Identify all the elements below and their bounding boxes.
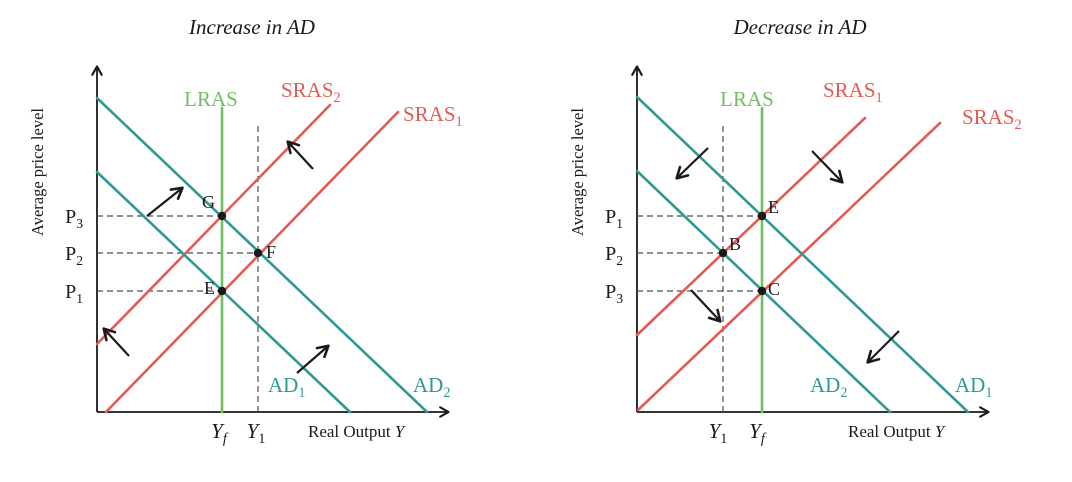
ad1-line — [635, 95, 970, 414]
point-E-label: E — [768, 197, 779, 217]
point-C-label: C — [768, 279, 780, 299]
point-G — [217, 211, 227, 221]
ad2-label: AD2 — [413, 373, 450, 401]
p3-axis-label: P3 — [65, 206, 83, 231]
point-G-label: G — [202, 192, 215, 212]
sras1-line — [635, 116, 867, 337]
sras2-label: SRAS2 — [281, 78, 341, 106]
yf-tick-label: Yf — [749, 419, 767, 447]
point-C — [757, 286, 767, 296]
ad-shift-arrow-upper — [146, 186, 184, 217]
panel-increase-in-ad: Increase in AD Average price level LRAS SRA… — [28, 15, 463, 447]
point-F — [253, 248, 263, 258]
ad-shift-arrow-lower — [296, 344, 330, 374]
sras-shift-arrow-lower — [102, 327, 130, 357]
ad1-label: AD1 — [268, 373, 305, 401]
y-axis-title: Average price level — [568, 108, 587, 236]
point-B-label: B — [729, 234, 741, 254]
p1-axis-label: P1 — [605, 206, 623, 231]
y1-tick-label: Y1 — [709, 419, 728, 447]
p2-axis-label: P2 — [605, 243, 623, 268]
x-axis-title: Real Output Y — [308, 422, 406, 441]
sras1-label: SRAS1 — [823, 78, 883, 106]
x-axis-title: Real Output Y — [848, 422, 946, 441]
point-E — [757, 211, 767, 221]
y1-tick-label: Y1 — [247, 419, 266, 447]
panel-decrease-in-ad: Decrease in AD Average price level LRAS SRA… — [568, 15, 1022, 447]
ad-shift-arrow-upper — [675, 147, 709, 180]
lras-label: LRAS — [184, 87, 238, 111]
sras-shift-arrow-upper — [286, 140, 314, 170]
sras1-label: SRAS1 — [403, 102, 463, 130]
sras2-label: SRAS2 — [962, 105, 1022, 133]
sras2-line — [95, 103, 332, 346]
ad1-label: AD1 — [955, 373, 992, 401]
p3-axis-label: P3 — [605, 281, 623, 306]
ad-shift-arrow-lower — [866, 330, 900, 364]
p2-axis-label: P2 — [65, 243, 83, 268]
sras1-line — [104, 110, 400, 414]
point-E-label: E — [204, 278, 215, 298]
ad2-line — [95, 96, 429, 414]
y-axis-title: Average price level — [28, 108, 47, 236]
yf-tick-label: Yf — [211, 419, 229, 447]
p1-axis-label: P1 — [65, 281, 83, 306]
point-B — [718, 248, 728, 258]
ad2-label: AD2 — [810, 373, 847, 401]
lras-label: LRAS — [720, 87, 774, 111]
point-E — [217, 286, 227, 296]
sras-shift-arrow-lower — [690, 289, 722, 323]
point-F-label: F — [266, 242, 276, 262]
sras-shift-arrow-upper — [811, 150, 844, 184]
sras2-line — [636, 121, 942, 412]
panel-title: Increase in AD — [188, 15, 315, 39]
panel-title: Decrease in AD — [733, 15, 867, 39]
